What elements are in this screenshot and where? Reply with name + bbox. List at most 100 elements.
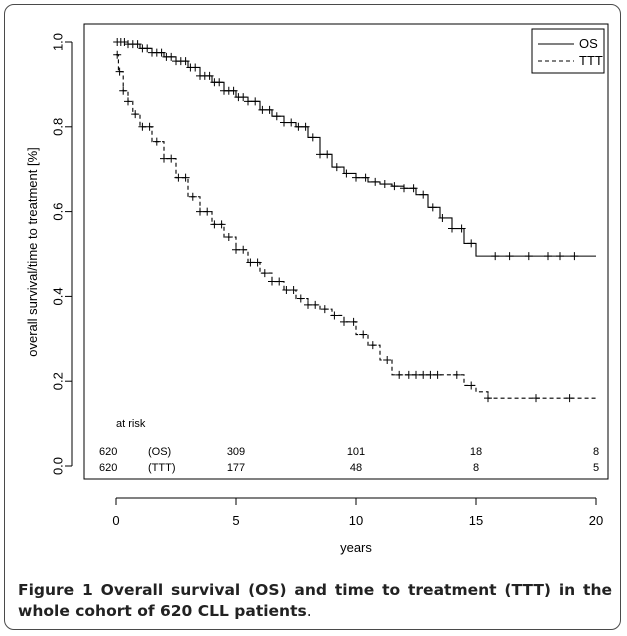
censor-mark-ttt [124,97,132,106]
at-risk-value: 8 [593,446,599,458]
censor-mark-ttt [311,300,320,309]
censor-mark-os [361,173,370,182]
censor-mark-os [380,180,389,189]
censor-mark-ttt [359,330,368,339]
censor-mark-ttt [395,370,404,379]
censor-mark-ttt [145,122,154,131]
censor-mark-ttt [115,67,124,76]
censor-mark-os [301,122,310,131]
censor-mark-ttt [426,370,435,379]
censor-mark-ttt [203,207,212,216]
censor-mark-ttt [368,341,377,350]
y-tick-label: 0.6 [51,203,66,221]
censor-mark-os [287,118,296,127]
censor-mark-ttt [167,154,176,163]
censor-mark-ttt [246,258,255,267]
censor-mark-ttt [224,233,233,242]
censor-mark-os [229,86,238,95]
censor-mark-os [265,105,274,114]
x-tick-label: 10 [349,513,363,528]
censor-mark-ttt [113,50,122,59]
censor-mark-ttt [217,220,226,229]
y-tick-label: 0.2 [51,372,66,390]
series-os-line [116,41,596,257]
censor-mark-ttt [119,86,128,95]
censor-mark-os [120,38,129,46]
censor-mark-ttt [304,300,312,309]
censor-mark-ttt [296,294,305,303]
censor-mark-ttt [340,317,348,326]
figure-caption: Figure 1 Overall survival (OS) and time … [18,580,612,622]
censor-mark-ttt [383,356,392,364]
x-tick-label: 20 [589,513,603,528]
censor-mark-ttt [349,317,358,326]
censor-mark-os [544,252,552,261]
censor-mark-os [428,203,437,212]
series-ttt-line [116,54,596,399]
censor-mark-os [251,97,260,106]
curves [116,41,596,399]
censor-mark-os [556,252,564,261]
censor-mark-ttt [160,154,168,163]
censor-mark-ttt [289,286,298,295]
censor-mark-os [294,122,303,131]
censor-mark-os [133,40,142,49]
censor-mark-ttt [181,173,190,182]
at-risk-table: at risk 620 (OS) 309 101 18 8 620 (TTT) 177 48 8 5 [99,418,599,474]
censor-mark-os [258,105,267,114]
censor-mark-os [308,133,317,142]
censor-mark-ttt [188,192,197,201]
censor-mark-ttt [320,305,329,314]
censor-mark-ttt [452,370,461,379]
censor-mark-os [280,118,288,127]
plot-area [83,23,609,480]
censor-mark-os [205,71,214,80]
at-risk-row-label: (TTT) [148,462,175,474]
censor-mark-os [505,252,514,261]
censor-mark-ttt [282,286,291,295]
at-risk-total: 620 [99,462,117,474]
censor-mark-ttt [268,277,276,286]
censor-mark-os [167,52,176,61]
censor-mark-os [409,184,418,193]
censor-mark-ttt [196,207,204,216]
censor-mark-ttt [419,370,428,379]
y-tick-label: 0.4 [51,287,66,305]
at-risk-value: 309 [227,446,245,458]
x-axis-title: years [340,540,372,555]
censor-mark-ttt [412,370,420,379]
at-risk-value: 8 [473,462,479,474]
censor-mark-ttt [131,110,140,119]
y-tick-label: 0.0 [51,457,66,475]
censor-mark-ttt [174,173,183,182]
censor-mark-os [272,112,281,121]
censor-mark-os [371,177,380,186]
figure-frame [4,4,621,630]
x-tick-label: 0 [112,513,119,528]
censor-mark-os [467,239,476,248]
censor-mark-os [332,163,341,172]
y-axis-title: overall survival/time to treatment [%] [25,147,40,357]
censor-mark-ttt [232,245,240,254]
censor-mark-ttt [260,269,269,278]
censor-mark-os [215,78,224,87]
legend-box [531,28,605,74]
censor-mark-os [342,169,351,178]
censor-mark-ttt [275,277,284,286]
censor-mark-ttt [210,220,219,229]
censor-mark-os [157,48,166,57]
at-risk-value: 5 [593,462,599,474]
censor-mark-os [316,150,324,159]
censor-mark-ttt [565,394,574,403]
censor-mark-ttt [404,370,413,379]
censor-mark-os [524,252,533,261]
censor-mark-ttt [152,137,161,146]
censor-mark-os [400,184,408,193]
censor-mark-ttt [484,394,492,403]
legend: OS TTT [531,28,605,74]
censor-mark-os [352,173,360,182]
at-risk-value: 18 [470,446,482,458]
censor-mark-os [191,63,200,72]
